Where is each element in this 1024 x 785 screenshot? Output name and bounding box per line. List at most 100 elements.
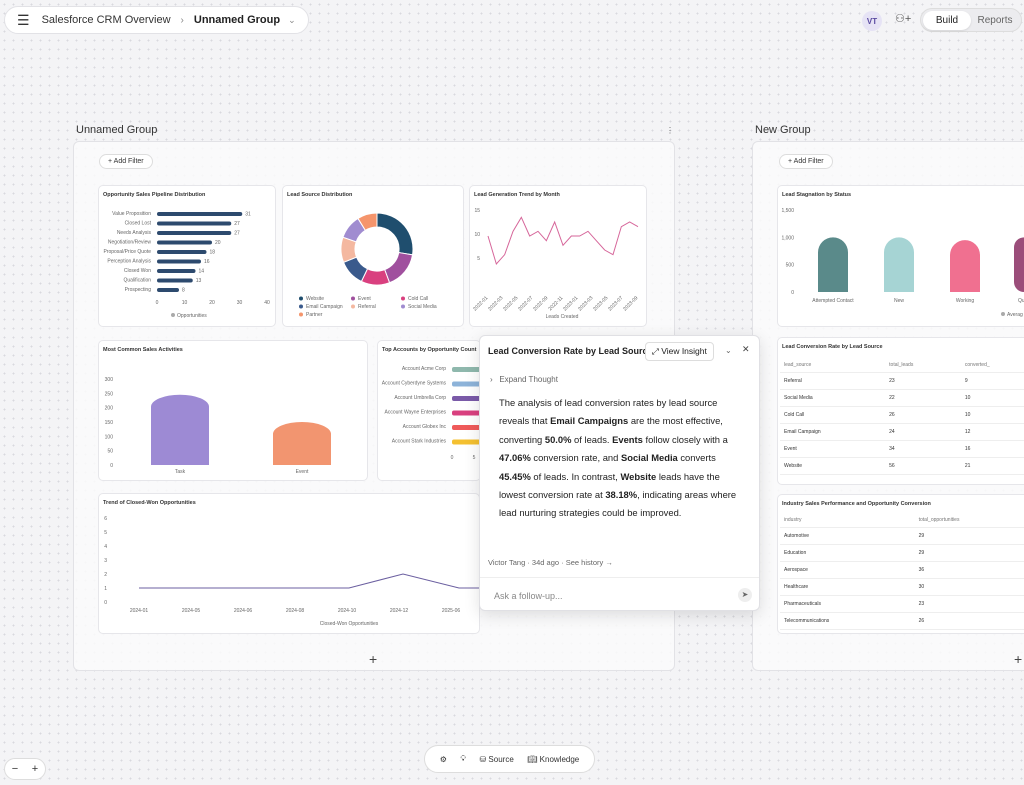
table-cell: 30 xyxy=(914,578,1024,596)
tick-label: 50 xyxy=(107,449,113,455)
series-line xyxy=(487,216,639,266)
lead-source-chart-card[interactable]: Lead Source Distribution Website Event Col… xyxy=(282,185,464,327)
closed-won-chart-card[interactable]: Trend of Closed-Won Opportunities 6 5 4 3 2 1… xyxy=(98,493,480,634)
more-icon[interactable]: ⋮ xyxy=(666,126,674,135)
send-icon[interactable]: ➤ xyxy=(738,588,752,602)
tick-label: Working xyxy=(956,298,974,304)
add-widget-button[interactable]: + xyxy=(369,651,378,667)
table-cell: Telecommunications xyxy=(780,612,915,630)
data-label: 31 xyxy=(245,212,251,218)
tick-label: Account Umbrella Corp xyxy=(394,395,446,401)
pipeline-chart-card[interactable]: Opportunity Sales Pipeline Distribution … xyxy=(98,185,276,327)
data-label: 8 xyxy=(182,288,185,294)
insight-meta: Victor Tang · 34d ago · See history → xyxy=(488,558,613,567)
add-user-icon[interactable]: ⚇+ xyxy=(895,13,912,25)
tick-label: Closed Lost xyxy=(125,221,152,227)
zoom-controls: − + xyxy=(4,758,46,780)
column-header[interactable]: converted_ xyxy=(960,358,1024,373)
tick-label: 1,500 xyxy=(781,208,794,214)
column-header[interactable]: industry xyxy=(780,513,915,528)
data-label: 13 xyxy=(196,278,202,284)
table-title: Lead Conversion Rate by Lead Source xyxy=(782,344,883,350)
group-title[interactable]: New Group xyxy=(755,124,811,136)
table-cell: 16 xyxy=(960,440,1024,458)
table-cell: Referral xyxy=(780,372,886,390)
table-cell: 36 xyxy=(914,561,1024,579)
breadcrumb-root[interactable]: Salesforce CRM Overview xyxy=(41,14,171,26)
tick-label: 2024-01 xyxy=(130,608,149,614)
reports-mode-button[interactable]: Reports xyxy=(977,14,1013,26)
tick-label: 150 xyxy=(105,420,114,426)
expand-thought-toggle[interactable]: › Expand Thought xyxy=(490,375,558,384)
column-header[interactable]: lead_source xyxy=(780,358,886,373)
follow-up-input[interactable]: Ask a follow-up... xyxy=(494,591,563,601)
tick-label: Attempted Contact xyxy=(812,298,854,304)
tick-label: Value Proposition xyxy=(112,211,151,217)
legend-swatch xyxy=(299,304,303,309)
build-mode-button[interactable]: Build xyxy=(923,10,971,30)
see-history-link[interactable]: See history → xyxy=(565,558,613,567)
tick-label: 0 xyxy=(156,300,159,306)
tick-label: Account Cyberdyne Systems xyxy=(382,381,447,387)
close-icon[interactable]: ✕ xyxy=(742,344,750,354)
chart-title: Most Common Sales Activities xyxy=(103,347,183,353)
legend-label: Referral xyxy=(358,304,376,310)
group-title[interactable]: Unnamed Group xyxy=(76,124,158,136)
tick-label: 2022-03 xyxy=(487,295,504,312)
add-filter-button[interactable]: + Add Filter xyxy=(99,154,153,169)
table-row: Event 34 16 xyxy=(780,440,1024,458)
table-cell: Education xyxy=(780,544,915,562)
tick-label: 0 xyxy=(104,600,107,606)
bar xyxy=(157,288,179,292)
tick-label: 2 xyxy=(104,572,107,578)
top-accounts-chart-card[interactable]: Top Accounts by Opportunity Count Accoun… xyxy=(377,340,481,481)
bar xyxy=(157,212,243,216)
tick-label: 2023-07 xyxy=(607,295,624,312)
top-accounts-chart: Account Acme Corp Account Cyberdyne Syste… xyxy=(382,366,480,461)
legend-label: Averag xyxy=(1007,312,1023,318)
sliders-icon[interactable]: ⚙ xyxy=(439,754,447,764)
tick-label: 0 xyxy=(110,463,113,469)
stagnation-chart-card[interactable]: Lead Stagnation by Status 1,500 1,000 500 0… xyxy=(777,185,1024,327)
chart-title: Lead Stagnation by Status xyxy=(782,192,852,198)
tick-label: 500 xyxy=(786,263,795,269)
legend-swatch xyxy=(299,296,303,301)
table-cell: 12 xyxy=(960,423,1024,441)
add-filter-button[interactable]: + Add Filter xyxy=(779,154,833,169)
view-insight-button[interactable]: ⤢ View Insight xyxy=(645,342,714,361)
tick-label: 2022-07 xyxy=(517,295,534,312)
zoom-out-button[interactable]: − xyxy=(11,763,19,775)
table-cell: 21 xyxy=(960,457,1024,475)
tick-label: 5 xyxy=(104,530,107,536)
tick-label: 2022-01 xyxy=(472,295,489,312)
tick-label: 30 xyxy=(237,300,243,306)
chevron-down-icon[interactable]: ⌄ xyxy=(288,14,296,25)
tick-label: 40 xyxy=(264,300,270,306)
table-row: Social Media 22 10 xyxy=(780,389,1024,407)
expand-icon: ⤢ xyxy=(652,346,659,356)
conversion-table-card[interactable]: Lead Conversion Rate by Lead Source lead… xyxy=(777,337,1024,485)
chevron-down-icon[interactable]: ⌄ xyxy=(725,346,732,355)
chevron-right-icon: › xyxy=(180,14,184,26)
add-widget-button[interactable]: + xyxy=(1014,651,1023,667)
avatar[interactable]: VT xyxy=(862,11,882,31)
hamburger-icon[interactable]: ☰ xyxy=(17,11,30,28)
activities-chart-card[interactable]: Most Common Sales Activities 300 250 200 15… xyxy=(98,340,368,481)
lead-trend-chart-card[interactable]: Lead Generation Trend by Month 15 10 5 2022… xyxy=(469,185,647,327)
chart-title: Lead Source Distribution xyxy=(287,192,353,198)
legend-label: Opportunities xyxy=(177,313,207,319)
knowledge-button[interactable]: 📖︎ Knowledge xyxy=(527,754,580,764)
follow-up-bar: Ask a follow-up... ➤ xyxy=(480,577,759,611)
tick-label: 20 xyxy=(209,300,215,306)
source-button[interactable]: ⛁ Source xyxy=(479,754,514,764)
column-header[interactable]: total_leads xyxy=(885,358,961,373)
table-title: Industry Sales Performance and Opportuni… xyxy=(782,501,931,507)
industry-table-card[interactable]: Industry Sales Performance and Opportuni… xyxy=(777,494,1024,634)
tick-label: Account Stark Industries xyxy=(392,439,447,445)
zoom-in-button[interactable]: + xyxy=(31,763,39,775)
column-header[interactable]: total_opportunities xyxy=(914,513,1024,528)
breadcrumb-current[interactable]: Unnamed Group xyxy=(193,14,281,26)
lightbulb-icon[interactable]: 💡︎ xyxy=(460,754,466,763)
pie-slice xyxy=(376,212,414,256)
tick-label: 2023-05 xyxy=(592,295,609,312)
